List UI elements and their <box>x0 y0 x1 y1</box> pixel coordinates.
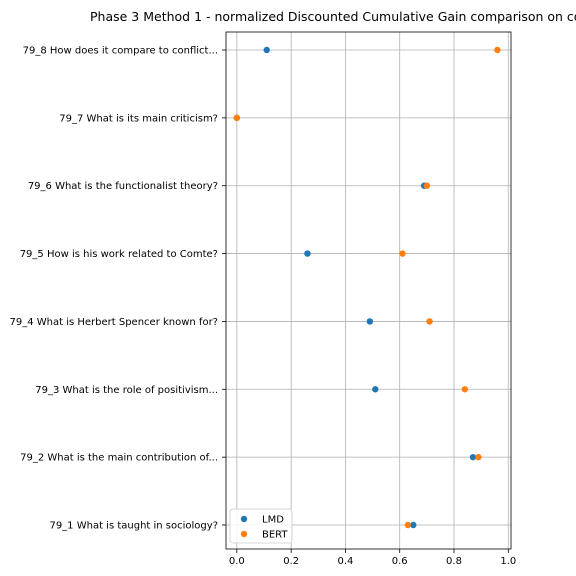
data-point-bert-4 <box>426 318 433 325</box>
data-point-bert-5 <box>399 250 406 257</box>
plot-frame <box>225 31 512 550</box>
y-tick-label: 79_7 What is its main criticism? <box>59 113 218 124</box>
x-tick-label: 0.0 <box>229 556 245 567</box>
y-tick-label: 79_6 What is the functionalist theory? <box>28 181 218 192</box>
data-point-bert-7 <box>233 114 241 122</box>
y-tick-label: 79_2 What is the main contribution of... <box>20 453 218 464</box>
x-tick-label: 1.0 <box>500 556 516 567</box>
y-tick-label: 79_4 What is Herbert Spencer known for? <box>9 317 218 328</box>
y-tick-label: 79_5 How is his work related to Comte? <box>20 249 218 260</box>
legend-label-lmd: LMD <box>262 515 284 526</box>
legend-label-bert: BERT <box>262 530 288 541</box>
data-points <box>233 46 501 529</box>
x-tick-label: 0.2 <box>283 556 299 567</box>
data-point-lmd-4 <box>366 318 374 325</box>
axes: 0.0 0.2 0.4 0.6 0.8 1.0 79_1 What is taught in… <box>9 31 516 567</box>
grid <box>226 32 511 549</box>
data-point-bert-1 <box>404 521 412 529</box>
data-point-bert-6 <box>423 182 431 189</box>
data-point-bert-3 <box>461 386 469 393</box>
data-point-lmd-5 <box>304 250 311 257</box>
data-point-bert-8 <box>494 46 501 54</box>
data-point-lmd-1 <box>410 521 417 529</box>
data-point-lmd-3 <box>372 386 379 393</box>
y-tick-label: 79_3 What is the role of positivism... <box>35 385 218 396</box>
x-tick-label: 0.4 <box>337 556 353 567</box>
data-point-lmd-2 <box>469 453 477 461</box>
chart-title: Phase 3 Method 1 - normalized Discounted… <box>90 9 576 24</box>
x-tick-label: 0.6 <box>392 556 408 567</box>
data-point-bert-2 <box>475 453 482 461</box>
x-tick-label: 0.8 <box>446 556 462 567</box>
legend-marker-lmd <box>240 515 248 523</box>
y-tick-label: 79_8 How does it compare to conflict... <box>23 46 218 57</box>
legend-marker-bert <box>240 530 248 538</box>
data-point-lmd-8 <box>263 46 270 54</box>
y-tick-label: 79_1 What is taught in sociology? <box>49 521 218 532</box>
legend: LMD BERT <box>229 508 293 544</box>
